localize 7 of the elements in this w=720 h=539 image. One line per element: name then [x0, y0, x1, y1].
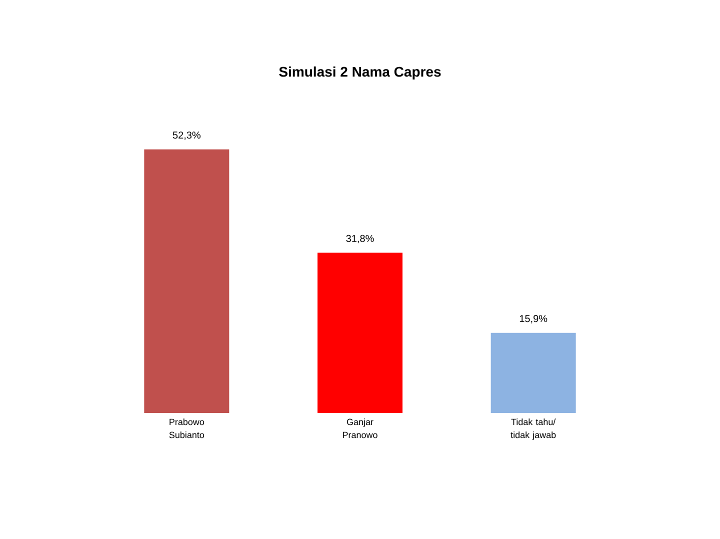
x-tick-label: Tidak tahu/ tidak jawab	[510, 418, 556, 440]
data-label: 15,9%	[520, 315, 548, 324]
x-tick-label: Prabowo Subianto	[169, 418, 204, 438]
data-label: 31,8%	[346, 234, 374, 244]
x-tick-label: Ganjar Pranowo	[342, 418, 378, 438]
chart-title: Simulasi 2 Nama Capres	[279, 66, 441, 80]
data-label: 52,3%	[172, 132, 200, 140]
